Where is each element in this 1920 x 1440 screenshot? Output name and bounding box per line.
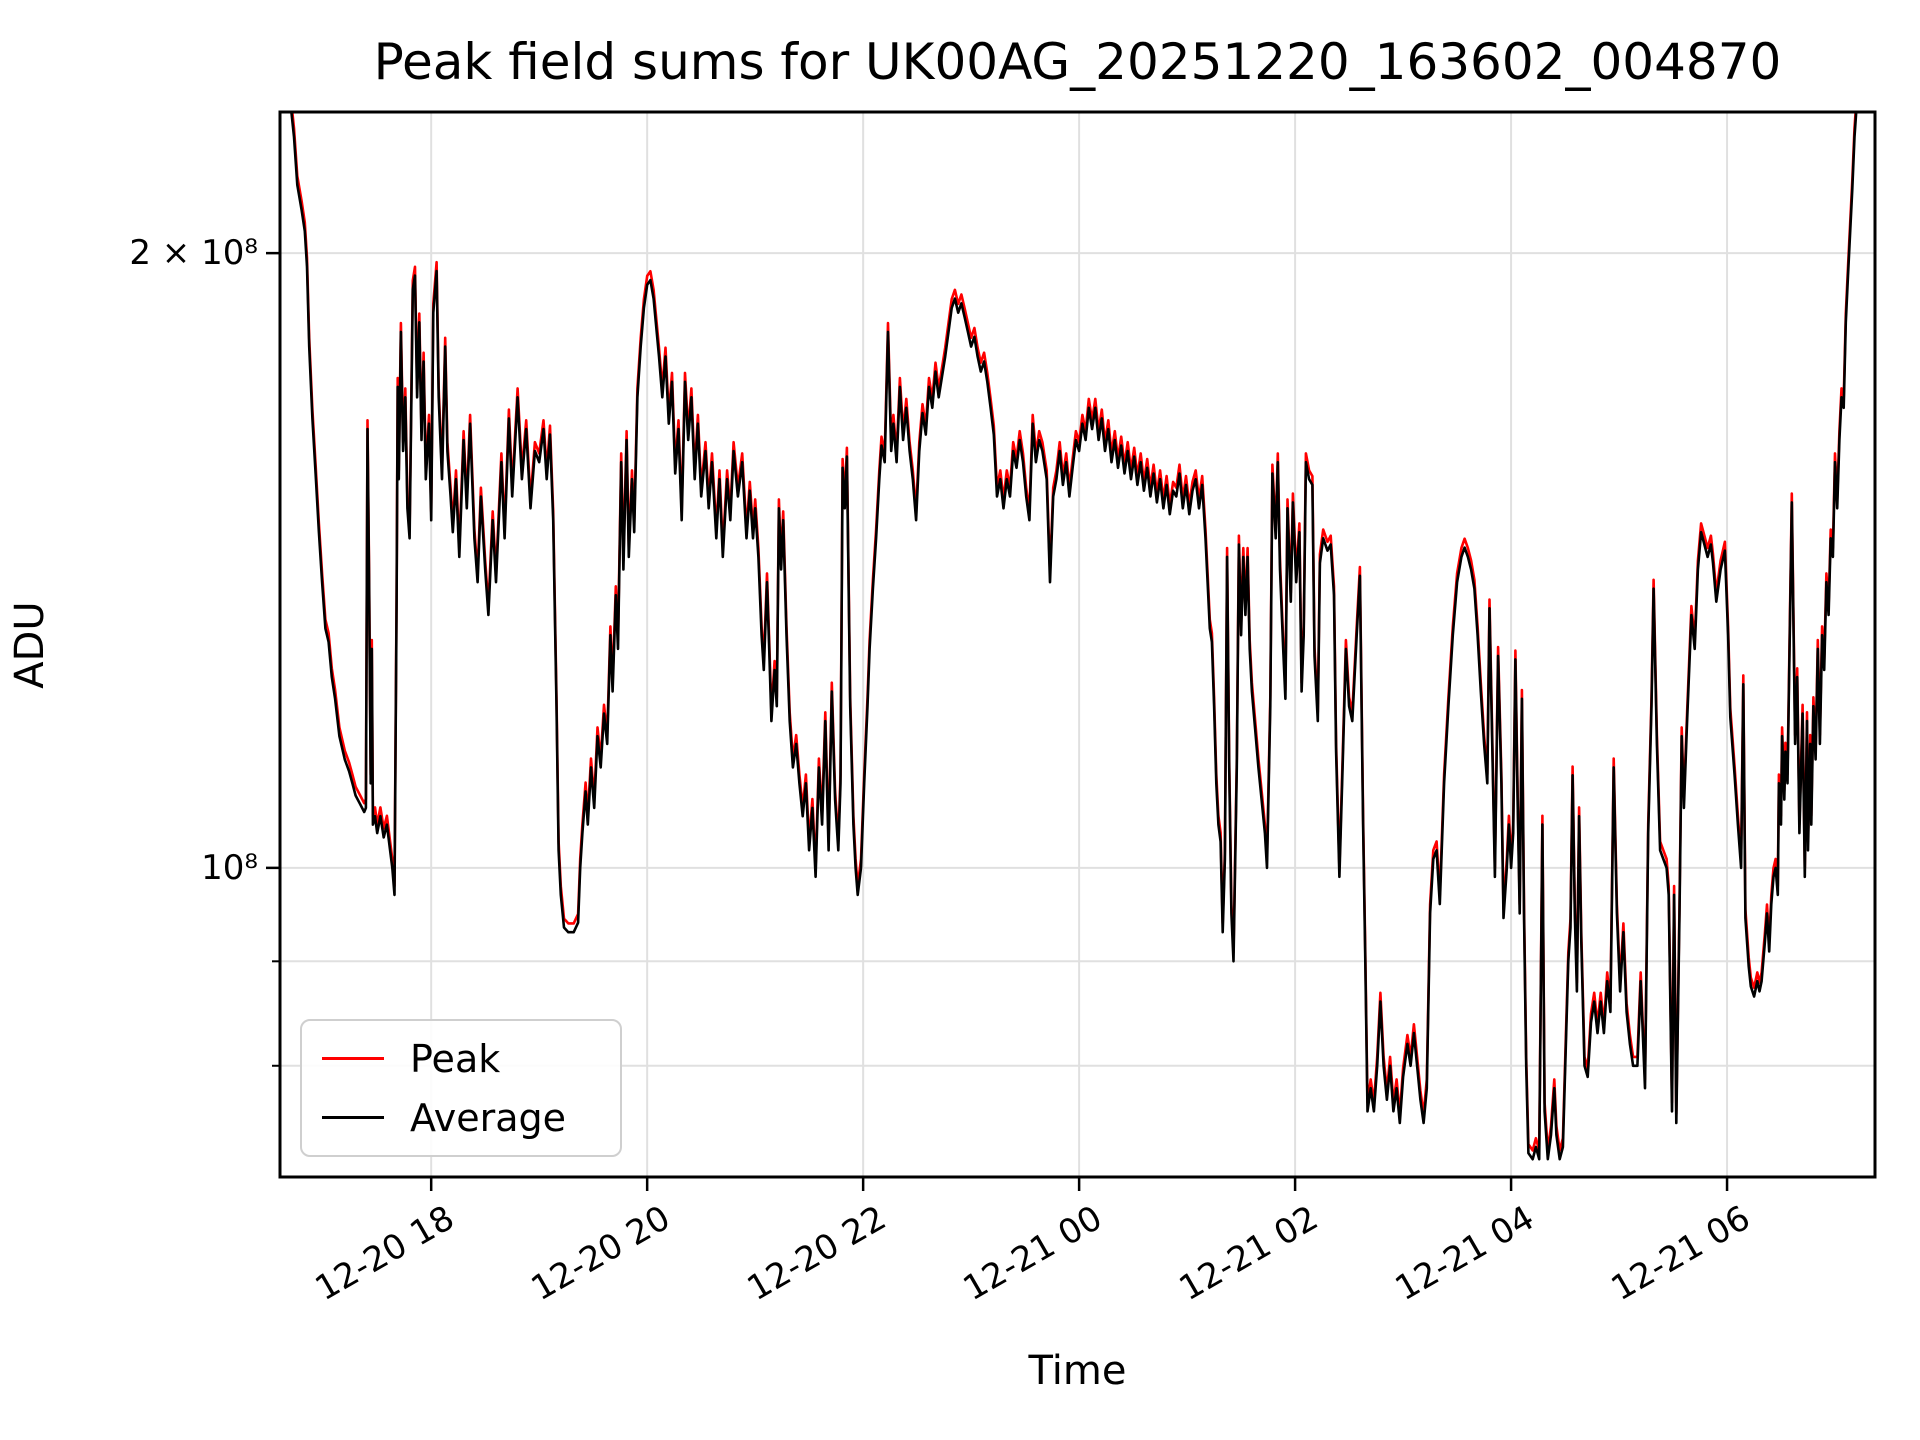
y-axis-label: ADU — [7, 601, 53, 689]
legend-label-average: Average — [410, 1095, 567, 1140]
legend-label-peak: Peak — [410, 1036, 501, 1081]
legend-item-average: Average — [322, 1096, 620, 1140]
plot-frame — [278, 110, 1877, 1179]
legend-item-peak: Peak — [322, 1037, 620, 1081]
peak-line-swatch — [322, 1057, 384, 1060]
series-average-line — [290, 112, 1858, 1161]
y-tick-label: 2 × 10⁸ — [129, 233, 258, 274]
chart-title: Peak field sums for UK00AG_20251220_1636… — [373, 33, 1782, 91]
average-line-swatch — [322, 1116, 384, 1119]
x-axis-label: Time — [1028, 1348, 1127, 1394]
series-peak-line — [291, 112, 1857, 1152]
y-tick-label: 10⁸ — [201, 847, 258, 888]
legend: Peak Average — [300, 1019, 622, 1157]
